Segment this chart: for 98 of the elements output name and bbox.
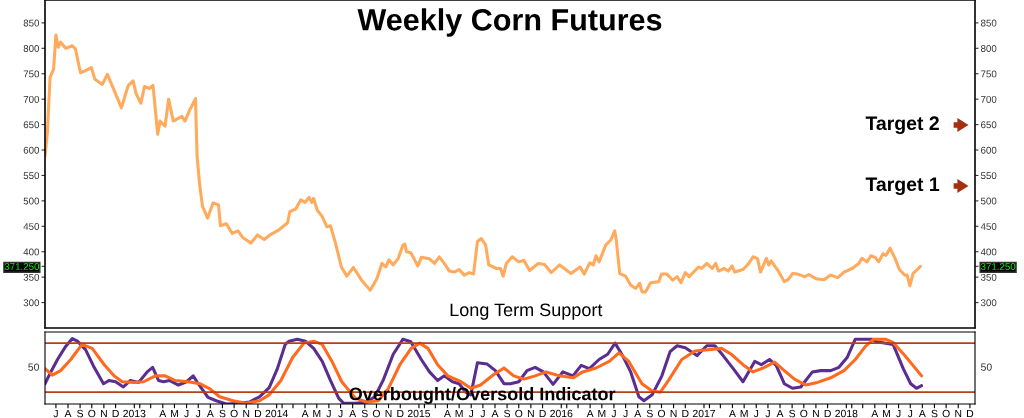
x-tick-label: M [598,409,606,418]
x-tick-label: J [326,409,331,418]
x-tick-label: J [480,409,485,418]
x-tick-label: A [491,409,499,418]
x-tick-label: M [740,409,748,418]
x-tick-label: J [753,409,759,418]
x-tick-label: S [646,409,653,418]
x-tick-label: M [883,409,890,418]
x-tick-label: O [515,409,523,418]
x-tick-label: J [184,409,189,418]
y-tick-label: 600 [23,146,40,154]
y-tick-label: 500 [23,197,40,205]
x-tick-label: J [907,409,913,418]
y-tick-label: 450 [23,223,40,230]
x-tick-label: O [230,409,238,418]
y-tick-label: 371.250 [4,263,40,270]
x-tick-label: M [313,409,321,418]
x-tick-label: J [195,409,201,418]
x-tick-label: A [349,409,357,418]
x-tick-label: O [88,409,96,418]
x-tick-label: S [219,409,226,418]
x-tick-label: 2014 [265,409,288,418]
y2-tick-label: 650 [981,121,997,129]
x-tick-label: O [800,409,808,418]
x-tick-label: S [361,409,368,418]
annotation: Target 2 [865,116,939,135]
x-tick-label: N [385,409,392,418]
x-tick-label: J [53,409,58,418]
y2-tick-label: 500 [980,197,997,205]
y-tick-label: 550 [23,172,40,180]
y2-tick-label: 450 [980,223,997,230]
x-tick-label: 2015 [407,409,431,418]
x-tick-label: N [813,409,819,418]
x-tick-label: 2013 [123,409,146,418]
x-tick-label: J [623,409,628,418]
y-tick-label: 700 [23,95,40,103]
x-tick-label: 2018 [835,409,858,418]
y2-tick-label: 300 [980,299,997,307]
text: 50 [28,363,40,371]
annotation: Target 1 [865,177,940,196]
x-tick-label: S [504,409,511,418]
x-tick-label: A [776,409,784,418]
y-tick-label: 750 [23,70,40,78]
x-tick-label: N [100,409,107,418]
x-tick-label: O [942,409,950,418]
y2-tick-label: 550 [980,172,997,180]
y2-tick-label: 850 [980,19,997,27]
x-tick-label: A [301,409,309,418]
x-tick-label: A [206,409,214,418]
y2-tick-label: 750 [981,70,997,78]
x-tick-label: D [255,409,262,418]
y2-tick-label: 700 [981,95,997,103]
x-tick-label: N [527,409,534,418]
y2-tick-label: 600 [981,146,997,154]
x-tick-label: D [112,409,119,418]
x-tick-label: 2016 [550,409,573,418]
x-tick-label: D [397,409,404,418]
x-tick-label: O [657,409,666,418]
x-tick-label: D [539,409,546,418]
y-tick-label: 300 [23,299,40,307]
y2-tick-label: 350 [980,273,997,281]
y2-tick-label: 371.250 [980,263,1016,270]
x-tick-label: N [670,409,677,418]
y-tick-label: 350 [23,273,40,281]
x-tick-label: N [955,409,962,418]
x-tick-label: A [443,409,451,418]
y-tick-label: 800 [23,45,40,52]
y-tick-label: 400 [23,248,40,256]
y2-tick-label: 400 [980,248,997,256]
x-tick-label: J [611,409,616,418]
y-tick-label: 850 [23,19,40,27]
text: 50 [981,363,992,371]
x-tick-label: J [765,409,770,418]
x-tick-label: 2017 [692,409,716,418]
x-tick-label: J [468,409,474,418]
x-tick-label: D [824,409,831,418]
x-tick-label: A [871,409,879,418]
x-tick-label: A [729,409,736,418]
x-tick-label: J [338,409,343,418]
x-tick-label: A [159,409,167,418]
y-tick-label: 650 [23,121,40,129]
x-tick-label: S [77,409,84,418]
x-tick-label: S [789,409,796,418]
x-tick-label: A [586,409,594,418]
x-tick-label: D [682,409,689,418]
x-tick-label: S [931,409,938,418]
x-tick-label: A [634,409,642,418]
annotation: Long Term Support [450,303,603,320]
x-tick-label: J [896,409,901,418]
x-tick-label: O [372,409,380,418]
x-tick-label: M [170,409,178,418]
x-tick-label: A [64,409,72,418]
x-tick-label: N [243,409,250,418]
x-tick-label: D [967,409,974,418]
y2-tick-label: 800 [980,45,997,52]
x-tick-label: A [918,409,926,418]
chart-title: Weekly Corn Futures [357,8,662,37]
x-tick-label: M [455,409,463,418]
